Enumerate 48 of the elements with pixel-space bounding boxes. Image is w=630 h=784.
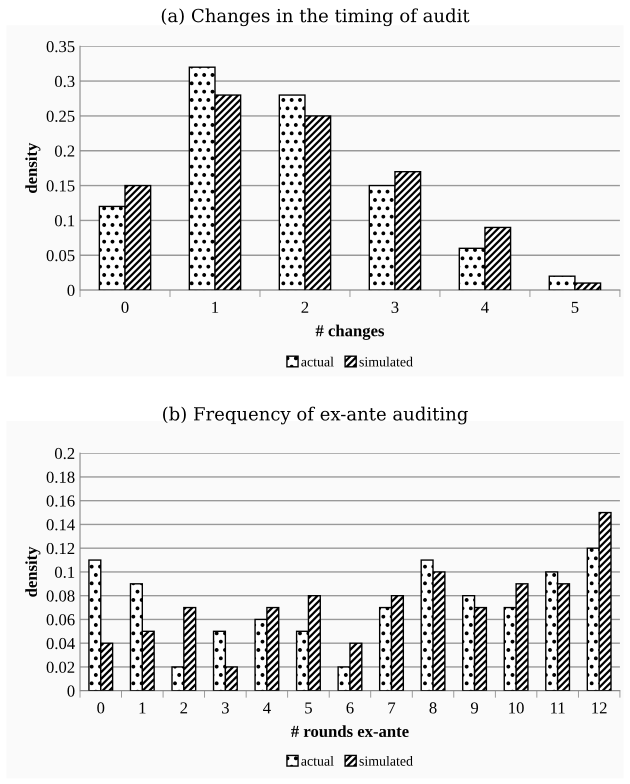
y-tick-label: 0.2 [54,145,74,157]
y-tick-label: 0.12 [46,542,74,554]
x-tick-label: 8 [429,702,437,714]
x-tick-label: 11 [551,702,565,714]
x-tick-label: 9 [470,702,478,714]
y-tick-label: 0 [67,685,75,697]
chart-title: (a) Changes in the timing of audit [162,8,470,26]
legend-label: simulated [360,756,413,766]
y-tick-label: 0.15 [46,180,74,192]
x-tick-label: 0 [97,702,104,714]
y-tick-label: 0.06 [46,614,75,626]
legend-label: actual [301,756,334,766]
x-tick-label: 0 [121,302,129,313]
chart-title: (b) Frequency of ex-ante auditing [163,406,468,424]
y-tick-label: 0.25 [46,110,74,122]
x-tick-label: 2 [180,702,188,714]
y-tick-label: 0 [67,284,75,296]
y-tick-label: 0.02 [46,662,74,673]
y-tick-label: 0.05 [46,250,74,262]
x-tick-label: 10 [509,702,524,714]
y-axis-title: density [25,546,40,597]
x-tick-label: 4 [481,302,489,313]
y-tick-label: 0.04 [46,638,75,650]
y-tick-label: 0.18 [46,472,75,483]
x-tick-label: 3 [222,702,229,714]
x-tick-label: 6 [346,702,354,714]
y-tick-label: 0.1 [54,566,74,578]
x-tick-label: 7 [388,702,396,714]
x-axis-title: # changes [316,324,384,340]
x-tick-label: 2 [302,302,308,313]
x-tick-label: 4 [263,702,271,714]
y-tick-label: 0.2 [54,448,74,460]
legend-label: actual [301,356,334,366]
legend-label: simulated [360,356,413,366]
y-tick-label: 0.35 [46,40,74,52]
y-tick-label: 0.16 [46,495,75,507]
y-axis-title: density [25,142,40,193]
y-tick-label: 0.3 [54,76,74,88]
x-tick-label: 5 [572,302,578,313]
y-tick-label: 0.08 [46,590,75,602]
x-tick-label: 1 [140,702,146,714]
x-tick-label: 5 [305,702,312,714]
x-tick-label: 3 [392,302,398,313]
x-axis-title: # rounds ex-ante [291,725,409,738]
y-tick-label: 0.1 [54,215,74,226]
x-tick-label: 12 [592,702,607,714]
y-tick-label: 0.14 [46,519,75,530]
x-tick-label: 1 [212,302,218,313]
